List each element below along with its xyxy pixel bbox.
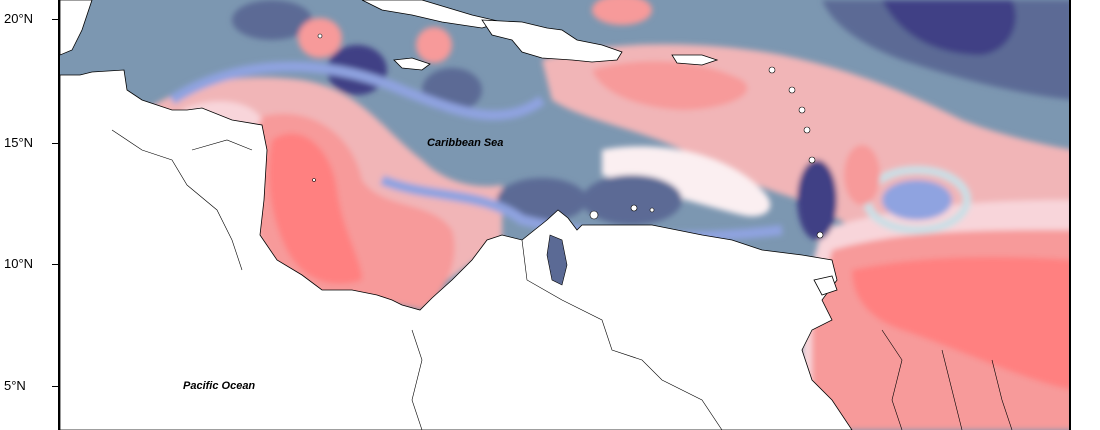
island-san-andres (312, 178, 316, 182)
latitude-tick-10n (52, 264, 58, 265)
border-south-america-1 (521, 239, 723, 430)
island-bonaire (649, 207, 655, 213)
island-curacao (630, 204, 638, 212)
island-cayman (317, 33, 323, 39)
latitude-label-20n: 20°N (4, 11, 34, 26)
island-antilles-1 (768, 66, 776, 74)
island-antilles-5 (808, 156, 816, 164)
island-grenada (816, 231, 824, 239)
island-aruba (589, 210, 599, 220)
island-antilles-2 (788, 86, 796, 94)
land-puerto-rico (671, 54, 719, 66)
contour-periwinkle-blob-east (882, 180, 952, 220)
contour-near-white-east (602, 146, 771, 217)
contour-warm-spot-top (592, 0, 652, 25)
contour-salmon-east (592, 61, 748, 110)
land-jamaica (393, 57, 431, 71)
contour-navy-blob-windward (797, 160, 837, 240)
contour-slate-blob-central (582, 175, 682, 225)
land-trinidad (813, 275, 838, 296)
small-islands (312, 33, 824, 239)
land-masses (60, 0, 853, 430)
border-guianas-2 (941, 349, 963, 430)
island-antilles-3 (798, 106, 806, 114)
label-caribbean-sea: Caribbean Sea (427, 137, 503, 149)
border-central-america-1 (111, 129, 243, 271)
land-cuba (361, 0, 504, 29)
contour-navy-blob-south (497, 178, 587, 222)
island-antilles-4 (803, 126, 811, 134)
contour-periwinkle-arc-south (380, 175, 783, 242)
latitude-label-10n: 10°N (4, 256, 34, 271)
latitude-tick-5n (52, 386, 58, 387)
country-borders (111, 129, 1013, 430)
latitude-tick-15n (52, 143, 58, 144)
border-guianas-1 (881, 329, 903, 430)
border-south-america-2 (411, 329, 423, 430)
map-panel[interactable]: Caribbean Sea Pacific Ocean (58, 0, 1071, 430)
contour-warm-spot-jamaica (416, 27, 452, 63)
latitude-label-5n: 5°N (4, 378, 26, 393)
contour-coral-southeast (852, 257, 1069, 390)
border-central-america-2 (191, 139, 253, 151)
label-pacific-ocean: Pacific Ocean (183, 380, 255, 392)
lake-maracaibo (546, 234, 568, 286)
land-yucatan (60, 0, 93, 56)
land-central-america (60, 69, 853, 430)
contour-coral-panama (268, 133, 362, 284)
contour-deep-navy-northeast (882, 0, 1016, 55)
map-canvas: Caribbean Sea Pacific Ocean (60, 0, 1069, 430)
contour-warm-spot-barbados (844, 145, 880, 205)
contour-slate-blob-cuba (232, 0, 312, 40)
land-hispaniola (481, 19, 623, 63)
border-guianas-3 (991, 359, 1013, 430)
latitude-tick-20n (52, 19, 58, 20)
contour-periwinkle-arc-north (169, 61, 545, 121)
latitude-label-15n: 15°N (4, 135, 34, 150)
